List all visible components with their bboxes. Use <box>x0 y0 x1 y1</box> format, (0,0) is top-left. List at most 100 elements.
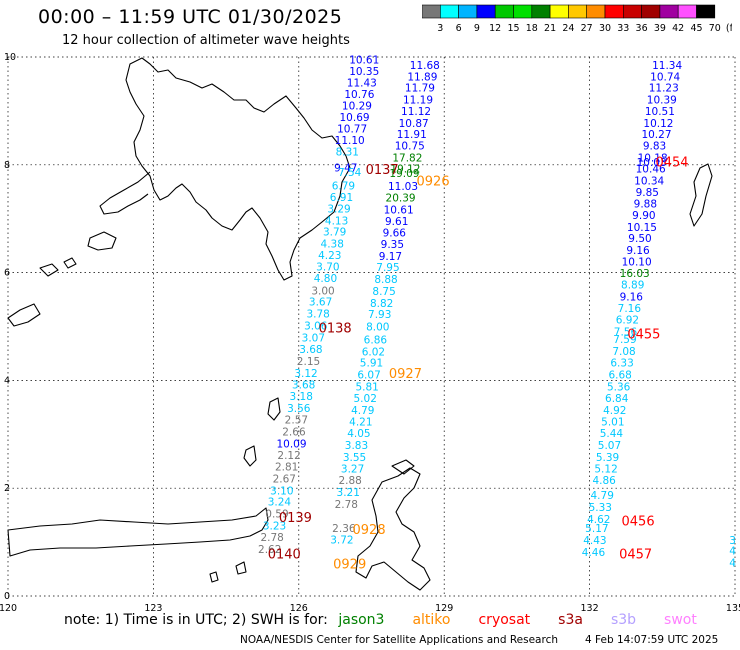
wave-height-value: 3.67 <box>309 297 332 309</box>
wave-height-value: 9.50 <box>628 233 651 245</box>
wave-height-value: 11.19 <box>403 95 433 107</box>
wave-height-value: 3.21 <box>337 487 360 499</box>
axis-labels: 120 123 126 129 132 135 0 2 4 6 8 10 <box>0 52 740 614</box>
wave-height-value: 4.38 <box>321 238 344 250</box>
colorbar-label: (ft) <box>726 23 732 34</box>
satellite-legend-item: s3b <box>610 612 637 628</box>
sulawesi-islets <box>209 561 247 583</box>
wave-height-value: 5.33 <box>589 502 612 514</box>
colorbar-label: 27 <box>581 23 593 34</box>
sulawesi-coastline <box>7 507 269 557</box>
wave-height-value: 11.79 <box>405 83 435 95</box>
wave-height-value: 5.02 <box>354 393 377 405</box>
wave-height-value: 9.88 <box>634 199 657 211</box>
wave-height-value: 11.34 <box>652 60 682 72</box>
pass-time-label: 0926 <box>417 174 450 189</box>
wave-height-value: 9.66 <box>383 228 407 240</box>
wave-height-value: 10.46 <box>636 164 666 176</box>
wave-height-value: 4.43 <box>583 535 606 547</box>
sulu-island-c <box>63 257 77 269</box>
wave-height-value: 10.15 <box>627 222 657 234</box>
wave-height-value: 19.12 <box>390 164 420 176</box>
wave-height-value: 11.10 <box>335 135 365 147</box>
wave-height-value: 11.89 <box>407 71 437 83</box>
satellite-legend-item: swot <box>664 612 697 628</box>
wave-height-value: 3.23 <box>263 520 286 532</box>
pass-time-label: 0456 <box>622 515 655 530</box>
wave-height-value: 8.88 <box>374 274 397 286</box>
wave-height-value: 5.12 <box>594 463 617 475</box>
wave-height-value: 11.68 <box>410 60 440 72</box>
pass-time-label: 0139 <box>279 511 312 526</box>
wave-height-value: 4.05 <box>347 428 370 440</box>
wave-height-value-clipped: 4 <box>729 558 736 570</box>
wave-height-value: 3.79 <box>323 227 346 239</box>
wave-height-value: 5.44 <box>600 428 624 440</box>
satellite-legend-item: s3a <box>558 612 583 628</box>
x-tick-label: 129 <box>435 603 453 614</box>
wave-height-value: 6.07 <box>357 369 380 381</box>
wave-height-value: 3.12 <box>294 368 317 380</box>
satellite-legend-item: cryosat <box>478 612 531 628</box>
colorbar-label: 30 <box>599 23 611 34</box>
satellite-legend-item: altiko <box>412 612 451 628</box>
wave-height-value: 5.07 <box>598 440 621 452</box>
wave-height-value: 4.86 <box>592 475 616 487</box>
wave-height-value: 7.56 <box>614 326 638 338</box>
pass-time-label: 0138 <box>319 322 352 337</box>
colorbar-swatch <box>696 4 716 19</box>
wave-height-value: 7.93 <box>368 309 391 321</box>
page-subtitle: 12 hour collection of altimeter wave hei… <box>62 33 350 48</box>
wave-height-value: 7.08 <box>612 346 635 358</box>
wave-height-value: 10.35 <box>349 66 379 78</box>
wave-height-value: 9.35 <box>381 239 404 251</box>
sulu-island-a <box>39 263 59 277</box>
colorbar-label: 15 <box>507 23 519 34</box>
colorbar-label: 39 <box>654 23 666 34</box>
wave-height-value: 10.12 <box>643 118 673 130</box>
wave-height-value: 6.02 <box>362 346 385 358</box>
wave-height-value: 2.12 <box>277 450 300 462</box>
wave-height-value: 10.39 <box>647 95 677 107</box>
generated-timestamp: 4 Feb 14:07:59 UTC 2025 <box>585 634 719 646</box>
wave-height-value: 6.33 <box>610 358 633 370</box>
wave-height-value: 5.36 <box>607 381 631 393</box>
wave-height-value: 10.69 <box>340 112 370 124</box>
wave-height-value: 2.36 <box>332 523 356 535</box>
wave-height-value: 3.72 <box>330 534 353 546</box>
wave-height-value: 4.79 <box>351 405 374 417</box>
wave-height-value: 2.81 <box>275 462 298 474</box>
wave-height-value: 10.61 <box>384 205 414 217</box>
wave-height-value: 9.61 <box>385 216 408 228</box>
morotai-coastline <box>391 459 415 475</box>
satellite-legend-item: jason3 <box>338 612 385 628</box>
wave-height-value: 4.62 <box>587 514 610 526</box>
wave-height-value: 2.15 <box>297 356 320 368</box>
wave-height-value: 4.21 <box>349 416 372 428</box>
wave-height-value: 10.87 <box>399 118 429 130</box>
wave-height-value: 6.92 <box>616 314 639 326</box>
wave-height-value: 5.81 <box>355 381 378 393</box>
wave-height-value: 4.92 <box>603 405 626 417</box>
wave-height-value: 5.39 <box>596 452 619 464</box>
wave-height-value: 6.84 <box>605 393 629 405</box>
palau-coastline <box>689 163 713 227</box>
coastlines <box>7 57 713 591</box>
wave-height-value: 6.86 <box>364 334 388 346</box>
pass-time-label: 0455 <box>627 328 660 343</box>
wave-height-value: 11.43 <box>347 77 377 89</box>
colorbar-label: 9 <box>474 23 480 34</box>
colorbar-label: 70 <box>709 23 721 34</box>
wave-height-value: 3.55 <box>343 452 366 464</box>
wave-height-value: 2.62 <box>258 544 281 556</box>
wave-height-value: 9.16 <box>620 291 644 303</box>
wave-height-value: 10.75 <box>395 140 425 152</box>
wave-height-value: 9.47 <box>334 162 357 174</box>
wave-height-value: 10.18 <box>638 152 668 164</box>
colorbar-label: 12 <box>489 23 501 34</box>
x-tick-label: 126 <box>290 603 308 614</box>
colorbar-label: 18 <box>526 23 538 34</box>
pass-time-label: 0929 <box>333 558 366 573</box>
wave-height-value: 11.91 <box>397 129 427 141</box>
y-tick-label: 0 <box>4 591 10 602</box>
